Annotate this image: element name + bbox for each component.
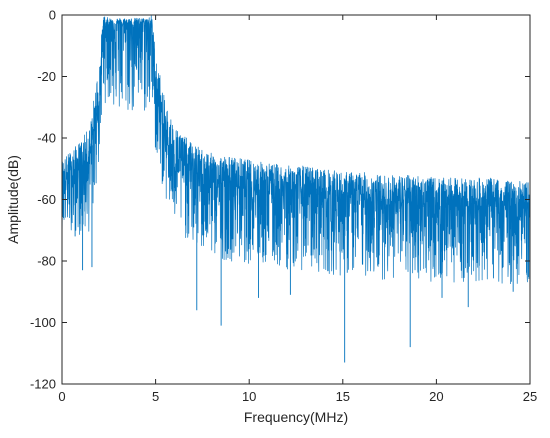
- y-tick-label: -120: [30, 377, 56, 392]
- x-axis-label: Frequency(MHz): [244, 409, 348, 425]
- ticks-group: 0 5 10 15 20 25 0 -20 -40 -60 -80 -100 -120: [30, 8, 537, 405]
- x-tick-label: 10: [242, 389, 256, 404]
- y-tick-label: -100: [30, 315, 56, 330]
- y-tick-label: -20: [37, 69, 56, 84]
- x-tick-label: 15: [336, 389, 350, 404]
- y-tick-label: -60: [37, 192, 56, 207]
- x-tick-label: 25: [523, 389, 537, 404]
- y-tick-label: -40: [37, 131, 56, 146]
- series-line: [61, 15, 531, 285]
- y-tick-label: 0: [49, 8, 56, 23]
- x-tick-label: 5: [152, 389, 159, 404]
- y-tick-label: -80: [37, 254, 56, 269]
- x-tick-label: 0: [58, 389, 65, 404]
- series-group: [61, 15, 531, 363]
- x-tick-label: 20: [429, 389, 443, 404]
- y-axis-label: Amplitude(dB): [5, 155, 21, 244]
